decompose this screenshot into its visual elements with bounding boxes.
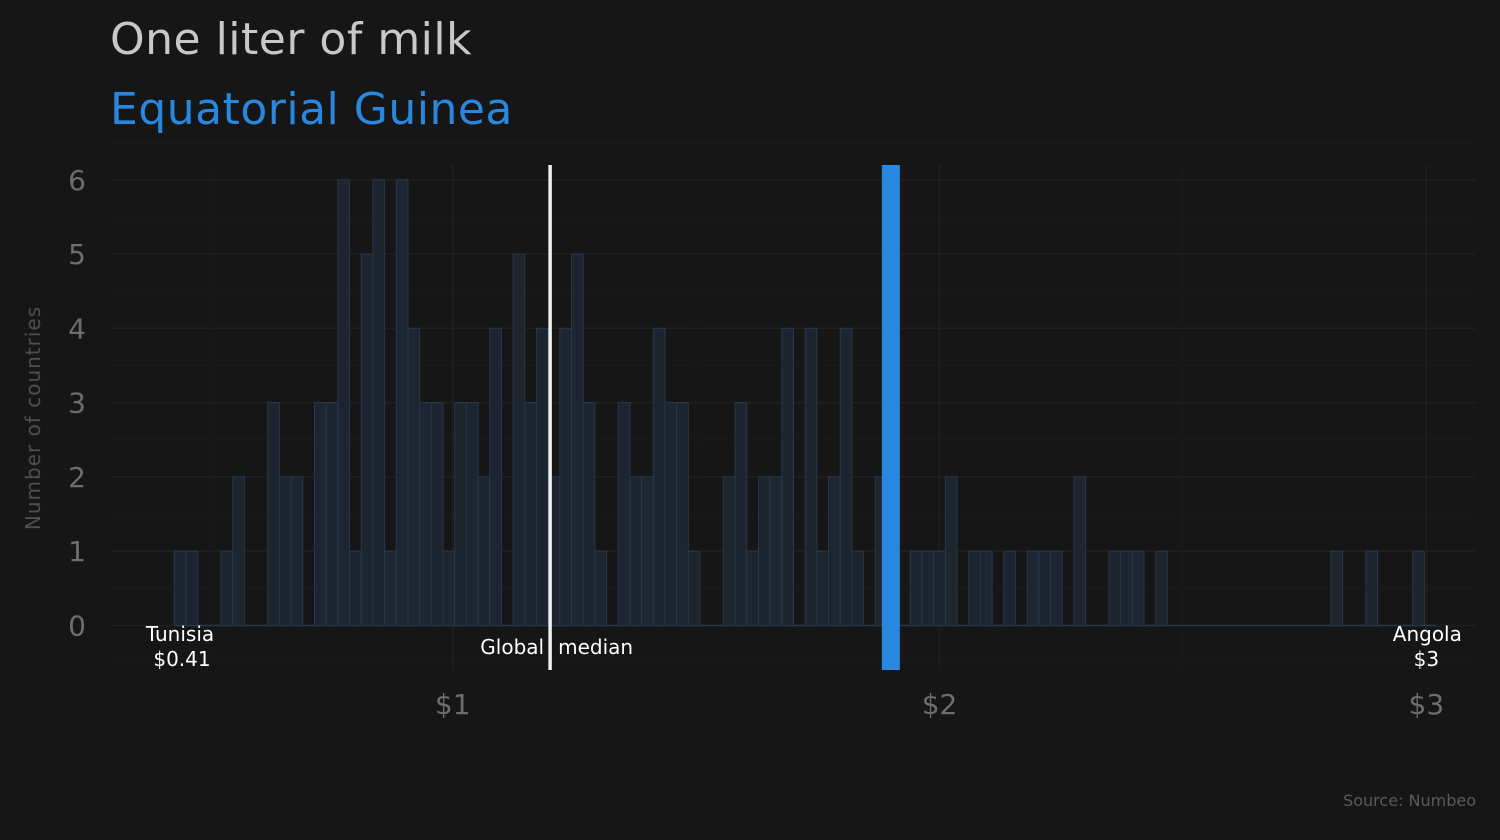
x-tick-label: $2 [922,688,958,721]
histogram-bar [185,550,199,626]
histogram-bar [968,550,981,626]
median-label-right: median [558,635,633,659]
histogram-bar [781,327,794,626]
histogram-bar [290,476,304,626]
histogram-bar [582,402,596,626]
histogram-bar [465,402,479,626]
histogram-bar [687,550,701,626]
median-label-left: Global [480,635,544,659]
histogram-bar [430,402,444,626]
histogram-bar [489,327,502,626]
histogram-bar [407,327,421,626]
y-tick-label: 3 [68,387,86,420]
histogram-bar [979,550,993,626]
histogram-bar [267,402,280,626]
x-axis: $1 $2 $3 [435,688,1444,721]
histogram-bar [1026,550,1040,626]
histogram-bar [828,476,841,626]
min-value-label: $0.41 [153,647,210,671]
y-tick-label: 0 [68,609,86,642]
source-note: Source: Numbeo [1343,791,1476,810]
chart-title: One liter of milk [110,14,473,65]
histogram-bar [325,402,339,626]
histogram-bar [909,550,923,626]
histogram-bar [641,476,654,626]
histogram-bar [757,476,771,626]
histogram-bar [629,476,643,626]
histogram-bar [617,402,631,626]
histogram-bar [173,550,187,626]
markers [548,165,900,670]
histogram-bar [1003,550,1016,626]
histogram-bar [746,550,759,626]
y-tick-label: 2 [68,461,86,494]
histogram-bar [944,476,958,626]
min-country-label: Tunisia [145,622,214,646]
y-tick-label: 4 [68,312,86,345]
histogram-bar [360,253,374,626]
histogram-bar [1330,550,1344,626]
histogram-bar [384,550,397,626]
y-axis-label: Number of countries [21,306,45,530]
histogram-bar [594,550,608,626]
chart-subtitle: Equatorial Guinea [110,84,513,135]
histogram-bar [804,327,818,626]
histogram-bar [1050,550,1063,626]
histogram-bar [442,550,456,626]
histogram-bar [571,253,584,626]
histogram-bar [1412,550,1425,626]
histogram-bar [232,476,245,626]
histogram-bar [559,327,573,626]
histogram-bar [921,550,935,626]
histogram-bar [535,327,549,626]
histogram-bar [839,327,853,626]
histogram-bar [278,476,292,626]
x-tick-label: $1 [435,688,471,721]
histogram-bar [1108,550,1122,626]
histogram-bar [652,327,666,626]
histogram-bar [769,476,783,626]
histogram-bar [664,402,678,626]
histogram-bar [477,476,491,626]
histogram-bar [372,179,386,626]
y-tick-label: 5 [68,238,86,271]
histogram-bar [1131,550,1145,626]
histogram-bar [395,179,409,626]
histogram-bar [220,550,234,626]
histogram-bar [349,550,362,626]
histogram-bar [1073,476,1087,626]
y-axis: 0 1 2 3 4 5 6 [68,164,86,643]
histogram-bar [419,402,432,626]
histogram-bar [512,253,526,626]
y-tick-label: 1 [68,535,86,568]
histogram-bar [1120,550,1133,626]
histogram-bar [734,402,748,626]
histogram-bar [676,402,689,626]
histogram-bar [454,402,467,626]
max-value-label: $3 [1414,647,1439,671]
annotations: Global median Tunisia$0.41 Angola$3 [145,622,1462,671]
bars [173,179,1437,627]
max-country-label: Angola [1393,622,1462,646]
highlight-bar [881,165,900,670]
histogram-bar [1365,550,1379,626]
histogram-bar [722,476,736,626]
histogram-bar [1038,550,1052,626]
y-tick-label: 6 [68,164,86,197]
histogram-bar [524,402,537,626]
histogram-bar [816,550,830,626]
histogram-bar [314,402,327,626]
histogram-bar [1155,550,1168,626]
histogram-bar [337,179,351,626]
histogram-bar [933,550,946,626]
histogram-bar [851,550,865,626]
x-tick-label: $3 [1409,688,1445,721]
